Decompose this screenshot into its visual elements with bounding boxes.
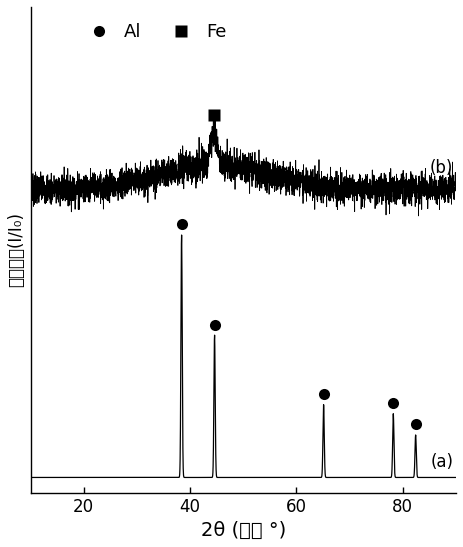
Text: (a): (a) — [431, 453, 453, 472]
Legend: Al, Fe: Al, Fe — [74, 16, 234, 49]
Y-axis label: 相对强度(I/I₀): 相对强度(I/I₀) — [7, 212, 25, 287]
X-axis label: 2θ (度， °): 2θ (度， °) — [200, 521, 286, 540]
Text: (b): (b) — [430, 159, 453, 177]
